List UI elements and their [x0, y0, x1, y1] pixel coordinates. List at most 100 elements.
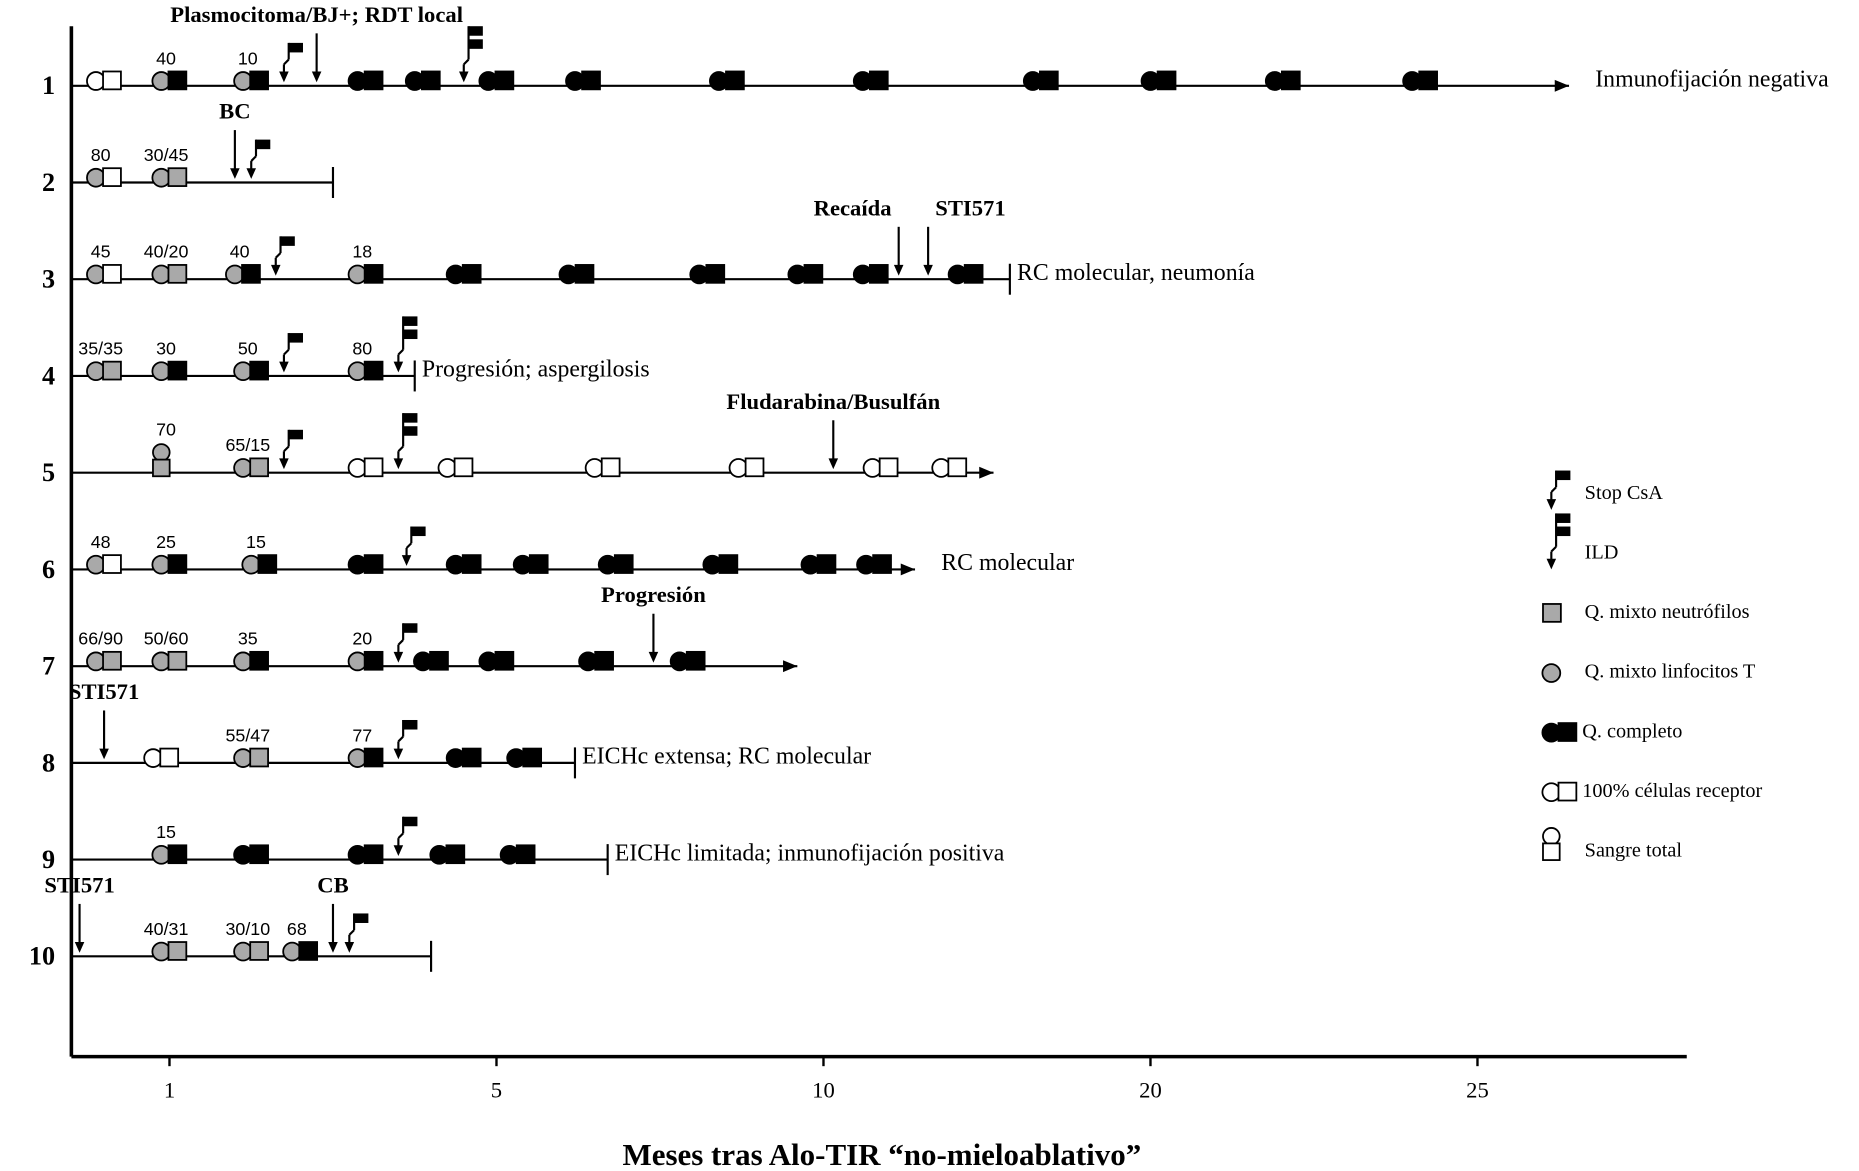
marker	[233, 844, 269, 865]
flag	[280, 236, 295, 246]
marker-square	[803, 264, 824, 284]
marker-label: 35	[238, 629, 258, 649]
stop-csa-marker	[270, 236, 295, 276]
marker-label: 20	[352, 629, 372, 649]
marker-circle	[241, 554, 262, 575]
ild-marker	[459, 26, 483, 83]
marker-circle	[1542, 827, 1561, 846]
marker-square	[613, 554, 634, 574]
marker	[856, 554, 892, 575]
arrow-head	[279, 71, 289, 83]
flag	[403, 426, 418, 436]
marker-square	[1557, 781, 1578, 802]
marker-square	[1542, 842, 1561, 861]
flag	[411, 526, 426, 537]
marker-square	[241, 264, 261, 284]
marker-square	[363, 554, 384, 574]
arrow-head	[328, 942, 338, 953]
marker-label: 40/31	[144, 919, 189, 939]
marker	[86, 264, 122, 285]
end-text: EICHc extensa; RC molecular	[582, 744, 871, 770]
flag-bend	[1550, 546, 1557, 553]
marker-square	[1039, 70, 1059, 91]
legend-label: ILD	[1585, 542, 1619, 564]
row-label: 4	[42, 361, 55, 390]
marker-square	[159, 747, 180, 768]
flag	[403, 329, 418, 340]
event-label: STI571	[69, 679, 139, 704]
marker	[584, 457, 621, 478]
legend-label: 100% células receptor	[1582, 780, 1762, 802]
stop-csa-marker	[279, 42, 303, 83]
marker-square	[581, 70, 601, 91]
marker-circle	[152, 443, 171, 462]
arrow-head	[1546, 558, 1557, 570]
marker-label: 40/20	[144, 242, 189, 262]
arrow-head	[648, 651, 659, 663]
marker	[233, 70, 269, 91]
marker-label: 80	[91, 145, 111, 165]
marker	[233, 650, 269, 672]
flag-bend	[283, 348, 290, 356]
arrow-head	[923, 264, 933, 276]
row-label: 3	[42, 265, 55, 294]
arrow-head	[230, 168, 240, 179]
flag-bend	[348, 929, 355, 936]
marker-square	[102, 360, 122, 381]
marker-square	[600, 457, 621, 478]
flag-bend	[1550, 486, 1557, 493]
marker	[947, 264, 984, 285]
marker	[862, 457, 899, 478]
arrow-head	[828, 458, 839, 470]
marker	[347, 844, 384, 865]
marker	[1264, 70, 1301, 91]
marker-square	[363, 844, 384, 865]
marker-label: 65/15	[225, 435, 270, 455]
marker-square	[522, 747, 543, 768]
arrow-head	[279, 361, 289, 373]
marker-label: 25	[156, 532, 176, 552]
event-arrow	[311, 33, 322, 83]
marker-square	[167, 554, 188, 574]
legend-item: ILD	[1546, 513, 1619, 570]
marker	[347, 264, 384, 285]
flag-bend	[397, 735, 404, 743]
marker-square	[167, 167, 188, 187]
marker	[702, 554, 739, 575]
row-label: 1	[42, 71, 55, 100]
event-arrow	[648, 613, 659, 663]
marker-square	[744, 457, 765, 478]
marker-square	[363, 650, 384, 671]
marker-square	[1418, 70, 1438, 91]
marker	[151, 360, 188, 382]
ild-marker	[393, 316, 418, 373]
marker-square	[363, 264, 384, 284]
marker	[347, 457, 384, 478]
arrow-head	[279, 458, 289, 470]
marker	[347, 70, 384, 91]
row-label: 5	[42, 458, 55, 487]
marker	[151, 70, 188, 91]
marker-square	[257, 554, 278, 574]
marker-square	[868, 264, 889, 284]
marker-square	[102, 554, 122, 574]
marker-label: 30/10	[225, 919, 270, 939]
marker	[282, 941, 319, 962]
marker-square	[1542, 603, 1562, 623]
row-label: 2	[42, 168, 55, 197]
stop-csa-marker	[246, 139, 271, 179]
event-label: Fludarabina/Busulfán	[726, 389, 940, 414]
timeline-arrow	[783, 660, 798, 673]
marker	[558, 264, 595, 285]
marker-square	[167, 844, 188, 865]
stop-csa-marker	[393, 719, 418, 760]
flag	[354, 913, 369, 923]
arrow-head	[1546, 499, 1557, 510]
marker-square	[528, 554, 549, 574]
arrow-head	[246, 168, 256, 179]
marker	[413, 650, 449, 672]
flag	[1556, 470, 1571, 481]
arrow-head	[74, 942, 85, 953]
marker	[787, 264, 824, 285]
marker-square	[249, 650, 269, 671]
